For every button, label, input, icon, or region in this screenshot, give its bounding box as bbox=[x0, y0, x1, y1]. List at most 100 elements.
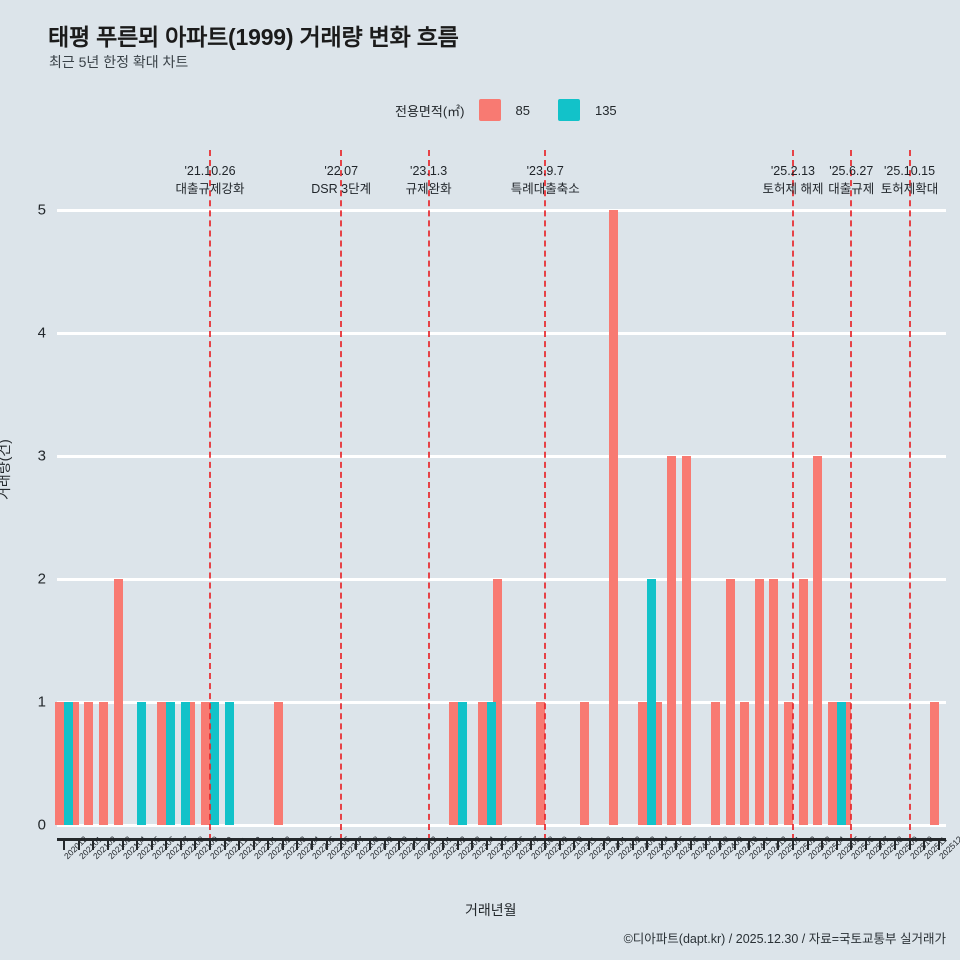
x-tick bbox=[850, 838, 853, 850]
x-tick bbox=[194, 838, 197, 850]
x-tick bbox=[500, 838, 503, 850]
x-tick bbox=[398, 838, 401, 850]
legend-label: 85 bbox=[515, 102, 530, 118]
gridline bbox=[57, 700, 946, 704]
bar[interactable] bbox=[166, 702, 176, 825]
bar[interactable] bbox=[842, 702, 852, 825]
x-tick bbox=[835, 838, 838, 850]
y-axis-labels: 0 1 2 3 4 5 bbox=[10, 202, 46, 834]
x-tick bbox=[821, 838, 824, 850]
x-tick bbox=[791, 838, 794, 850]
x-tick bbox=[806, 838, 809, 850]
bar[interactable] bbox=[486, 702, 496, 825]
x-tick bbox=[340, 838, 343, 850]
bar[interactable] bbox=[769, 579, 779, 825]
x-tick bbox=[369, 838, 372, 850]
bar[interactable] bbox=[711, 702, 721, 825]
x-tick bbox=[675, 838, 678, 850]
x-tick bbox=[893, 838, 896, 850]
event-note-202309: '23.9.7 특례대출축소 bbox=[511, 162, 580, 198]
event-text: 규제완화 bbox=[405, 182, 452, 197]
bar[interactable] bbox=[667, 456, 677, 825]
event-note-202506: '25.6.27 대출규제 bbox=[828, 162, 874, 198]
bar[interactable] bbox=[180, 702, 190, 825]
bar[interactable] bbox=[201, 702, 211, 825]
x-tick bbox=[762, 838, 765, 850]
bar[interactable] bbox=[783, 702, 793, 825]
x-tick bbox=[209, 838, 212, 850]
event-text: 토허제 해제 bbox=[762, 182, 824, 197]
x-tick bbox=[573, 838, 576, 850]
x-tick bbox=[325, 838, 328, 850]
bar[interactable] bbox=[99, 702, 108, 825]
event-text: 토허제확대 bbox=[880, 182, 939, 197]
x-tick bbox=[617, 838, 620, 850]
bar[interactable] bbox=[827, 702, 837, 825]
bar[interactable] bbox=[186, 702, 196, 825]
bar[interactable] bbox=[457, 702, 467, 825]
bar[interactable] bbox=[754, 579, 764, 825]
bar[interactable] bbox=[929, 702, 939, 825]
event-note-202510: '25.10.15 토허제확대 bbox=[881, 162, 939, 198]
x-tick bbox=[937, 838, 940, 850]
event-date: '22.07 bbox=[324, 164, 359, 178]
x-tick bbox=[529, 838, 532, 850]
event-text: 대출규제 bbox=[828, 182, 875, 197]
x-tick bbox=[689, 838, 692, 850]
bar[interactable] bbox=[273, 702, 283, 825]
y-axis-title: 거래량(건) bbox=[0, 439, 12, 500]
x-tick bbox=[296, 838, 299, 850]
bar[interactable] bbox=[798, 579, 808, 825]
bar[interactable] bbox=[69, 702, 79, 825]
event-line-202502 bbox=[791, 150, 794, 840]
bar[interactable] bbox=[137, 702, 147, 825]
bar[interactable] bbox=[224, 702, 234, 825]
bar[interactable] bbox=[813, 456, 823, 825]
bar[interactable] bbox=[536, 702, 546, 825]
chart-subtitle: 최근 5년 한정 확대 차트 bbox=[49, 54, 189, 70]
bar[interactable] bbox=[477, 702, 487, 825]
x-tick bbox=[879, 838, 882, 850]
plot-area bbox=[55, 208, 946, 827]
x-tick bbox=[587, 838, 590, 850]
bar[interactable] bbox=[55, 702, 65, 825]
x-tick bbox=[777, 838, 780, 850]
x-tick bbox=[150, 838, 153, 850]
bar[interactable] bbox=[681, 456, 691, 825]
event-note-202502: '25.2.13 토허제 해제 bbox=[762, 162, 823, 198]
bar[interactable] bbox=[157, 702, 167, 825]
x-tick bbox=[252, 838, 255, 850]
bar[interactable] bbox=[113, 579, 123, 825]
bar[interactable] bbox=[84, 702, 94, 825]
y-tick-label: 2 bbox=[37, 570, 46, 588]
bar[interactable] bbox=[579, 702, 589, 825]
bar[interactable] bbox=[836, 702, 846, 825]
bar[interactable] bbox=[492, 579, 502, 825]
gridline bbox=[57, 208, 946, 212]
event-text: 대출규제강화 bbox=[175, 182, 245, 197]
bar[interactable] bbox=[652, 702, 662, 825]
gridline bbox=[57, 331, 946, 335]
bar[interactable] bbox=[448, 702, 458, 825]
bar[interactable] bbox=[647, 579, 657, 825]
legend-swatch-icon bbox=[478, 99, 501, 121]
gridline bbox=[57, 577, 946, 581]
event-line-202301 bbox=[427, 150, 430, 840]
bar[interactable] bbox=[638, 702, 648, 825]
legend-item-85[interactable]: 85 bbox=[478, 99, 558, 121]
y-tick-label: 5 bbox=[37, 201, 46, 219]
x-tick bbox=[923, 838, 926, 850]
x-tick bbox=[748, 838, 751, 850]
x-tick bbox=[558, 838, 561, 850]
footer-credit: ©디아파트(dapt.kr) / 2025.12.30 / 자료=국토교통부 실… bbox=[623, 932, 946, 946]
gridline bbox=[57, 454, 946, 458]
bar[interactable] bbox=[725, 579, 735, 825]
bar[interactable] bbox=[210, 702, 220, 825]
x-tick bbox=[660, 838, 663, 850]
bar[interactable] bbox=[64, 702, 74, 825]
bar[interactable] bbox=[609, 210, 619, 825]
bar[interactable] bbox=[740, 702, 750, 825]
event-note-202301: '23.1.3 규제완화 bbox=[406, 162, 452, 198]
legend-item-135[interactable]: 135 bbox=[557, 99, 645, 121]
event-note-202110: '21.10.26 대출규제강화 bbox=[176, 162, 245, 198]
